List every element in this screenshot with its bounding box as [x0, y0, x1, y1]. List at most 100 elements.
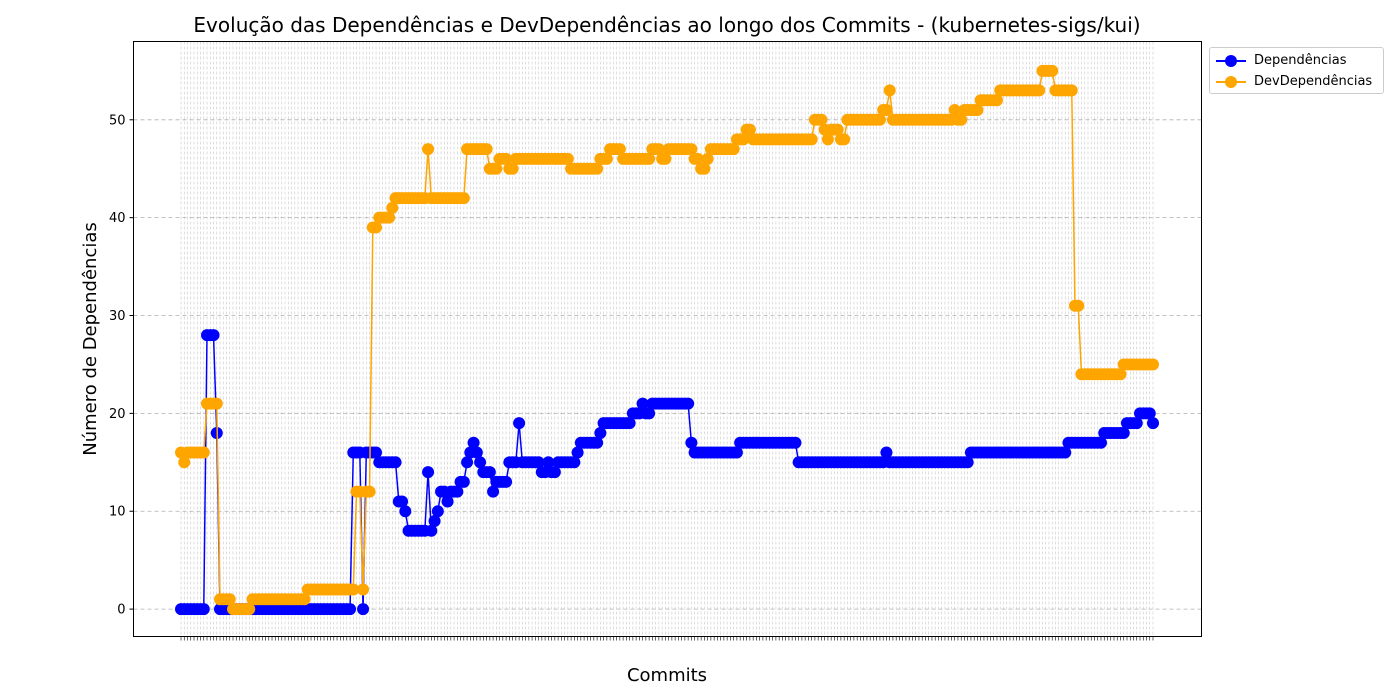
data-point: [737, 133, 750, 146]
data-point: [1094, 436, 1107, 449]
data-point: [636, 397, 649, 410]
data-point: [425, 524, 438, 537]
data-point: [643, 407, 656, 420]
data-point: [428, 515, 441, 528]
data-point: [1143, 407, 1156, 420]
data-point: [1147, 358, 1159, 371]
data-point: [197, 603, 210, 616]
data-point: [422, 143, 435, 156]
data-point: [955, 113, 968, 126]
data-point: [643, 152, 656, 165]
data-point: [357, 603, 370, 616]
y-tick-label: 10: [109, 505, 126, 520]
data-point: [389, 456, 402, 469]
data-point: [571, 446, 584, 459]
data-point: [210, 397, 223, 410]
data-point: [243, 603, 256, 616]
data-point: [805, 133, 818, 146]
data-point: [685, 143, 698, 156]
data-point: [561, 152, 574, 165]
data-point: [821, 133, 834, 146]
y-axis-ticks: 0 10 20 30 40 50: [109, 113, 134, 618]
data-point: [347, 583, 360, 596]
data-point: [457, 475, 470, 488]
data-point: [370, 221, 383, 234]
data-point: [591, 162, 604, 175]
legend-item-devdependencias: DevDependências: [1210, 72, 1383, 92]
data-point: [532, 456, 545, 469]
legend-label: DevDependências: [1254, 74, 1373, 89]
data-point: [594, 426, 607, 439]
data-point: [483, 466, 496, 479]
data-point: [441, 495, 454, 508]
data-point: [399, 505, 412, 518]
data-point: [178, 456, 191, 469]
data-point: [467, 436, 480, 449]
data-point: [396, 495, 409, 508]
data-point: [568, 456, 581, 469]
data-point: [461, 456, 474, 469]
y-tick-label: 50: [109, 113, 126, 128]
data-point: [431, 505, 444, 518]
data-point: [490, 162, 503, 175]
data-point: [480, 143, 493, 156]
legend-marker-dot: [1225, 55, 1237, 67]
data-point: [542, 456, 555, 469]
data-point: [789, 436, 802, 449]
data-point: [831, 123, 844, 136]
data-point: [883, 84, 896, 97]
data-point: [1059, 446, 1072, 459]
data-point: [298, 593, 311, 606]
data-point: [1117, 426, 1130, 439]
y-tick-label: 0: [117, 603, 125, 618]
data-point: [659, 152, 672, 165]
data-point: [1147, 417, 1159, 430]
y-tick-label: 30: [109, 309, 126, 324]
data-point: [591, 436, 604, 449]
data-point: [386, 201, 399, 214]
data-point: [451, 485, 464, 498]
data-point: [363, 485, 376, 498]
horizontal-gridlines: [133, 119, 1202, 610]
data-point: [652, 143, 665, 156]
data-point: [506, 162, 519, 175]
data-point: [548, 466, 561, 479]
data-point: [1033, 84, 1046, 97]
data-point: [613, 143, 626, 156]
plot-frame: [133, 41, 1202, 637]
series-layer: [175, 64, 1159, 616]
x-axis-ticks: [180, 636, 1154, 641]
data-point: [513, 417, 526, 430]
data-point: [961, 456, 974, 469]
series-dependências: [175, 329, 1159, 616]
data-point: [698, 162, 711, 175]
data-point: [743, 123, 756, 136]
data-point: [873, 113, 886, 126]
data-point: [1046, 64, 1059, 77]
data-point: [990, 94, 1003, 107]
x-axis-label: Commits: [627, 665, 707, 686]
chart-title: Evolução das Dependências e DevDependênc…: [193, 13, 1140, 37]
data-point: [383, 211, 396, 224]
data-point: [685, 436, 698, 449]
legend-label: Dependências: [1254, 53, 1347, 68]
data-point: [487, 485, 500, 498]
data-point: [197, 446, 210, 459]
y-axis-label: Número de Dependências: [80, 222, 101, 456]
data-point: [815, 113, 828, 126]
data-point: [1130, 417, 1143, 430]
vertical-gridlines: [180, 41, 1154, 637]
data-point: [500, 152, 513, 165]
data-point: [1065, 84, 1078, 97]
data-point: [223, 593, 236, 606]
series-devdependências: [175, 64, 1159, 616]
y-tick-label: 20: [109, 407, 126, 422]
data-point: [470, 446, 483, 459]
data-point: [880, 446, 893, 459]
data-point: [474, 456, 487, 469]
data-point: [691, 152, 704, 165]
data-point: [344, 603, 357, 616]
data-point: [457, 192, 470, 205]
data-point: [701, 152, 714, 165]
